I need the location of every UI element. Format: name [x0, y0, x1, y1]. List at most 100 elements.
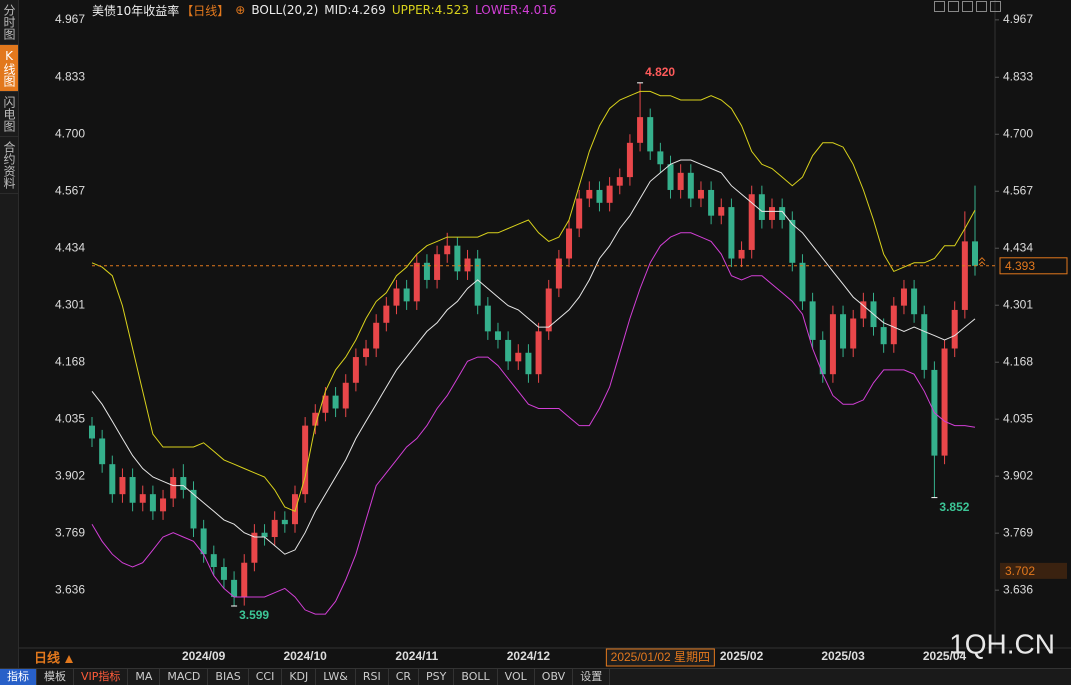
candle-body	[860, 301, 867, 319]
y-tick-label-right: 4.434	[1003, 240, 1033, 254]
boll-line	[91, 232, 976, 615]
candle-body	[697, 189, 704, 199]
toolbar-tab[interactable]: CCI	[249, 669, 283, 685]
candle-body	[271, 519, 278, 538]
y-tick-label: 4.833	[55, 69, 85, 83]
toolbar-tab[interactable]: 模板	[37, 669, 74, 685]
candle-body	[850, 318, 857, 349]
candle-body	[921, 314, 928, 370]
toolbar-tab[interactable]: KDJ	[282, 669, 317, 685]
candle-body	[596, 189, 603, 203]
y-tick-label: 3.769	[55, 525, 85, 539]
candle-body	[352, 357, 359, 383]
icon[interactable]	[976, 1, 987, 12]
candle-body	[718, 207, 725, 216]
sidebar-tab[interactable]: 分时图	[0, 0, 18, 45]
y-tick-label-right: 3.769	[1003, 525, 1033, 539]
y-tick-label: 4.700	[55, 126, 85, 140]
icon[interactable]	[962, 1, 973, 12]
x-tick-label: 2025/03	[821, 649, 865, 663]
toolbar-tab[interactable]: 指标	[0, 669, 37, 685]
candle-body	[444, 245, 451, 255]
sidebar-tab[interactable]: 闪电图	[0, 92, 18, 137]
toolbar-tab[interactable]: VIP指标	[74, 669, 129, 685]
toolbar-tab[interactable]: OBV	[535, 669, 574, 685]
icon[interactable]	[948, 1, 959, 12]
y-tick-label: 4.967	[55, 12, 85, 26]
candle-body	[667, 164, 674, 190]
add-icon[interactable]: ⊕	[235, 3, 246, 17]
legend-entry: UPPER:4.523	[391, 3, 470, 17]
candle-body	[363, 348, 370, 358]
x-tick-label: 2024/12	[507, 649, 551, 663]
toolbar-tab[interactable]: 设置	[573, 669, 611, 685]
extreme-label: 4.820	[645, 65, 675, 79]
candle-body	[758, 194, 765, 220]
candle-body	[149, 494, 156, 512]
candle-body	[109, 464, 116, 495]
y-tick-label-right: 4.967	[1003, 12, 1033, 26]
crosshair-value-label: 3.702	[1005, 564, 1035, 578]
toolbar-tab[interactable]: VOL	[498, 669, 535, 685]
candle-body	[494, 331, 501, 340]
toolbar-tab[interactable]: MA	[128, 669, 161, 685]
x-tick-label: 2025/02	[720, 649, 764, 663]
candle-body	[251, 532, 258, 563]
candle-body	[190, 489, 197, 529]
candle-body	[809, 301, 816, 340]
y-tick-label-right: 4.301	[1003, 297, 1033, 311]
last-price-box	[999, 257, 1068, 275]
y-tick-label: 4.168	[55, 354, 85, 368]
icon[interactable]	[990, 1, 1001, 12]
candle-body	[261, 532, 268, 538]
candle-body	[241, 562, 248, 598]
candle-body	[576, 198, 583, 229]
candle-body	[505, 339, 512, 362]
toolbar-tab[interactable]: LW&	[316, 669, 356, 685]
candle-body	[738, 249, 745, 259]
toolbar-tab[interactable]: BIAS	[208, 669, 249, 685]
candle-body	[403, 288, 410, 302]
toolbar-tab[interactable]: MACD	[160, 669, 209, 685]
candle-body	[961, 241, 968, 310]
candle-body	[515, 352, 522, 362]
candle-body	[789, 219, 796, 263]
icon[interactable]	[934, 1, 945, 12]
candle-body	[220, 567, 227, 580]
legend-entry: LOWER:4.016	[475, 3, 557, 17]
candle-body	[545, 288, 552, 332]
candle-body	[231, 579, 238, 598]
y-tick-label: 4.301	[55, 297, 85, 311]
candle-body	[657, 151, 664, 165]
toolbar-tab[interactable]: BOLL	[454, 669, 498, 685]
candle-body	[687, 172, 694, 199]
boll-line	[91, 90, 976, 512]
candle-body	[890, 305, 897, 345]
candle-body	[647, 117, 654, 152]
y-tick-label: 4.035	[55, 411, 85, 425]
toolbar-tab[interactable]: PSY	[419, 669, 455, 685]
y-tick-label-right: 4.833	[1003, 69, 1033, 83]
extreme-label: 3.599	[239, 608, 269, 622]
candle-body	[951, 309, 958, 349]
candle-body	[748, 194, 755, 250]
candle-body	[880, 327, 887, 345]
sidebar-tab[interactable]: K线图	[0, 45, 18, 92]
candle-body	[281, 519, 288, 525]
toolbar-tab[interactable]: CR	[389, 669, 420, 685]
x-tick-label: 2024/10	[283, 649, 327, 663]
candle-body	[393, 288, 400, 306]
last-price-icon	[978, 257, 986, 266]
toolbar-tab[interactable]: RSI	[356, 669, 389, 685]
crosshair-date-box	[605, 648, 715, 667]
y-tick-label: 4.434	[55, 240, 85, 254]
candle-body	[525, 352, 532, 375]
sidebar: 分时图 K线图 闪电图 合约资料	[0, 0, 19, 668]
extreme-label: 3.852	[939, 500, 969, 514]
sidebar-tab[interactable]: 合约资料	[0, 137, 18, 194]
chart-bg	[19, 0, 1071, 668]
candle-body	[606, 185, 613, 203]
candle-body	[89, 425, 95, 439]
candle-body	[464, 258, 471, 272]
chart-title: 美债10年收益率	[92, 3, 180, 18]
